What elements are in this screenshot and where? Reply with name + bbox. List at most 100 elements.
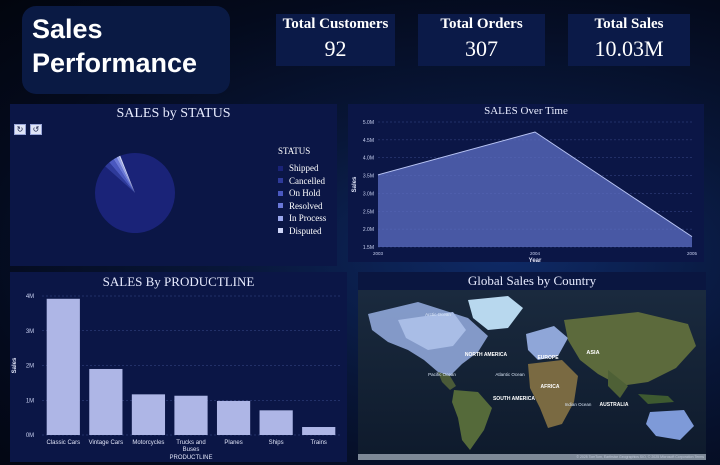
y-tick-label: 2.0M (363, 227, 374, 233)
map-label: Atlantic Ocean (495, 372, 525, 377)
y-tick-label: 2M (26, 364, 34, 370)
legend-swatch (278, 165, 283, 171)
antarctica (358, 454, 706, 460)
sales-area[interactable] (378, 132, 692, 247)
y-tick-label: 5.0M (363, 120, 374, 126)
bar-vintage-cars[interactable] (89, 368, 123, 435)
legend-swatch (278, 178, 283, 184)
pie-slice-in-process[interactable] (116, 156, 135, 193)
sales-line (377, 131, 693, 238)
map-attribution: © 2025 TomTom, Earthstar Geographics SIO… (576, 455, 704, 459)
indonesia (638, 394, 674, 404)
x-tick-label: Vintage Cars (89, 440, 124, 446)
kpi-value: 92 (324, 36, 347, 61)
map-label: Pacific Ocean (428, 372, 456, 377)
panel-title: SALES Over Time (484, 105, 568, 117)
bar-motorcycles[interactable] (131, 394, 166, 435)
legend-label: On Hold (289, 188, 321, 199)
legend-item[interactable]: Shipped (278, 162, 326, 175)
y-tick-label: 4.5M (363, 138, 374, 144)
legend-label: Disputed (289, 225, 322, 236)
panel-title: SALES by STATUS (116, 106, 231, 121)
kpi-label: Total Sales (594, 16, 664, 32)
legend-swatch (278, 190, 283, 196)
legend-title: STATUS (278, 146, 311, 156)
map-label: Arctic Ocean (425, 312, 451, 317)
y-tick-label: 3M (26, 329, 34, 335)
y-tick-label: 4M (26, 294, 34, 300)
legend-label: Resolved (289, 200, 323, 211)
map-label: AUSTRALIA (600, 402, 629, 408)
map-label: Indian Ocean (565, 402, 592, 407)
legend-item[interactable]: Disputed (278, 225, 326, 238)
legend-label: Cancelled (289, 175, 325, 186)
legend-label: Shipped (289, 163, 319, 174)
north-america-highlight (398, 312, 466, 350)
y-axis-title: Sales (352, 176, 358, 192)
x-tick-label: Classic Cars (46, 440, 80, 446)
y-tick-label: 3.0M (363, 191, 374, 197)
map-label: AFRICA (541, 384, 560, 390)
pie-slice-on-hold[interactable] (109, 159, 135, 193)
x-tick-label: Ships (269, 440, 284, 446)
kpi-card-total-sales: Total Sales 10.03M (568, 14, 690, 66)
central-america (438, 372, 456, 390)
panel-title: Global Sales by Country (467, 273, 597, 288)
sales-over-time-chart: 1.5M 2.0M 2.5M 3.0M 3.5M 4.0M 4.5M 5.0M 2003 2004… (352, 120, 698, 262)
kpi-label: Total Customers (282, 16, 389, 32)
status-legend: STATUS Shipped Cancelled On Hold Resolved In… (278, 146, 326, 237)
legend-swatch (278, 203, 283, 209)
australia-region[interactable] (646, 410, 694, 440)
pie-slice-disputed[interactable] (118, 155, 135, 193)
y-tick-label: 1.5M (363, 245, 374, 251)
x-tick-label: Motorcycles (132, 440, 164, 446)
legend-swatch (278, 215, 283, 221)
south-america (452, 390, 492, 450)
south-asia (608, 370, 628, 398)
kpi-card-total-orders: Total Orders 307 (418, 14, 545, 66)
asia (564, 312, 696, 386)
status-pie-chart (95, 153, 175, 233)
sales-by-productline-chart: 0M 1M 2M 3M 4M Classic Cars Vintage Cars Motorc… (12, 294, 340, 461)
undo-icon[interactable]: ↺ (30, 124, 42, 135)
bar-planes[interactable] (216, 400, 251, 435)
bar-trains[interactable] (302, 427, 336, 435)
bar-classic-cars[interactable] (46, 298, 80, 435)
legend-swatch (278, 228, 283, 234)
legend-item[interactable]: In Process (278, 212, 326, 225)
map-label: EUROPE (537, 355, 559, 361)
rotate-icon[interactable]: ↻ (14, 124, 26, 135)
panel-title: SALES By PRODUCTLINE (102, 274, 255, 289)
dashboard-title-line2: Performance (32, 48, 198, 78)
kpi-value: 307 (465, 36, 498, 61)
kpi-card-total-customers: Total Customers 92 (276, 14, 395, 66)
map-label: SOUTH AMERICA (493, 396, 535, 402)
map-label: NORTH AMERICA (465, 352, 508, 358)
legend-item[interactable]: Cancelled (278, 175, 326, 188)
dashboard-title-line1: Sales (32, 14, 103, 44)
greenland (468, 296, 523, 330)
pie-slice-resolved[interactable] (113, 157, 135, 193)
world-map[interactable]: Arctic Ocean NORTH AMERICA EUROPE ASIA P… (358, 290, 706, 460)
x-tick-label: 2003 (373, 251, 384, 256)
africa (528, 360, 578, 428)
kpi-value: 10.03M (594, 36, 664, 61)
x-tick-label: Trains (310, 440, 326, 446)
x-tick-label: Planes (224, 440, 242, 446)
x-tick-label: Buses (183, 447, 200, 453)
x-tick-label: 2004 (530, 251, 541, 256)
y-tick-label: 1M (26, 398, 34, 404)
x-axis-title: Year (529, 258, 542, 262)
dashboard-title-card: Sales Performance (22, 6, 230, 94)
x-axis-title: PRODUCTLINE (169, 455, 212, 461)
y-tick-label: 3.5M (363, 174, 374, 180)
bar-trucks-and-buses[interactable] (174, 395, 208, 435)
bar-ships[interactable] (259, 410, 293, 435)
legend-item[interactable]: On Hold (278, 187, 326, 200)
europe-region[interactable] (526, 326, 568, 360)
y-tick-label: 2.5M (363, 209, 374, 215)
legend-item[interactable]: Resolved (278, 200, 326, 213)
legend-label: In Process (289, 213, 327, 224)
pie-slice-cancelled[interactable] (105, 162, 135, 193)
kpi-label: Total Orders (440, 16, 523, 32)
